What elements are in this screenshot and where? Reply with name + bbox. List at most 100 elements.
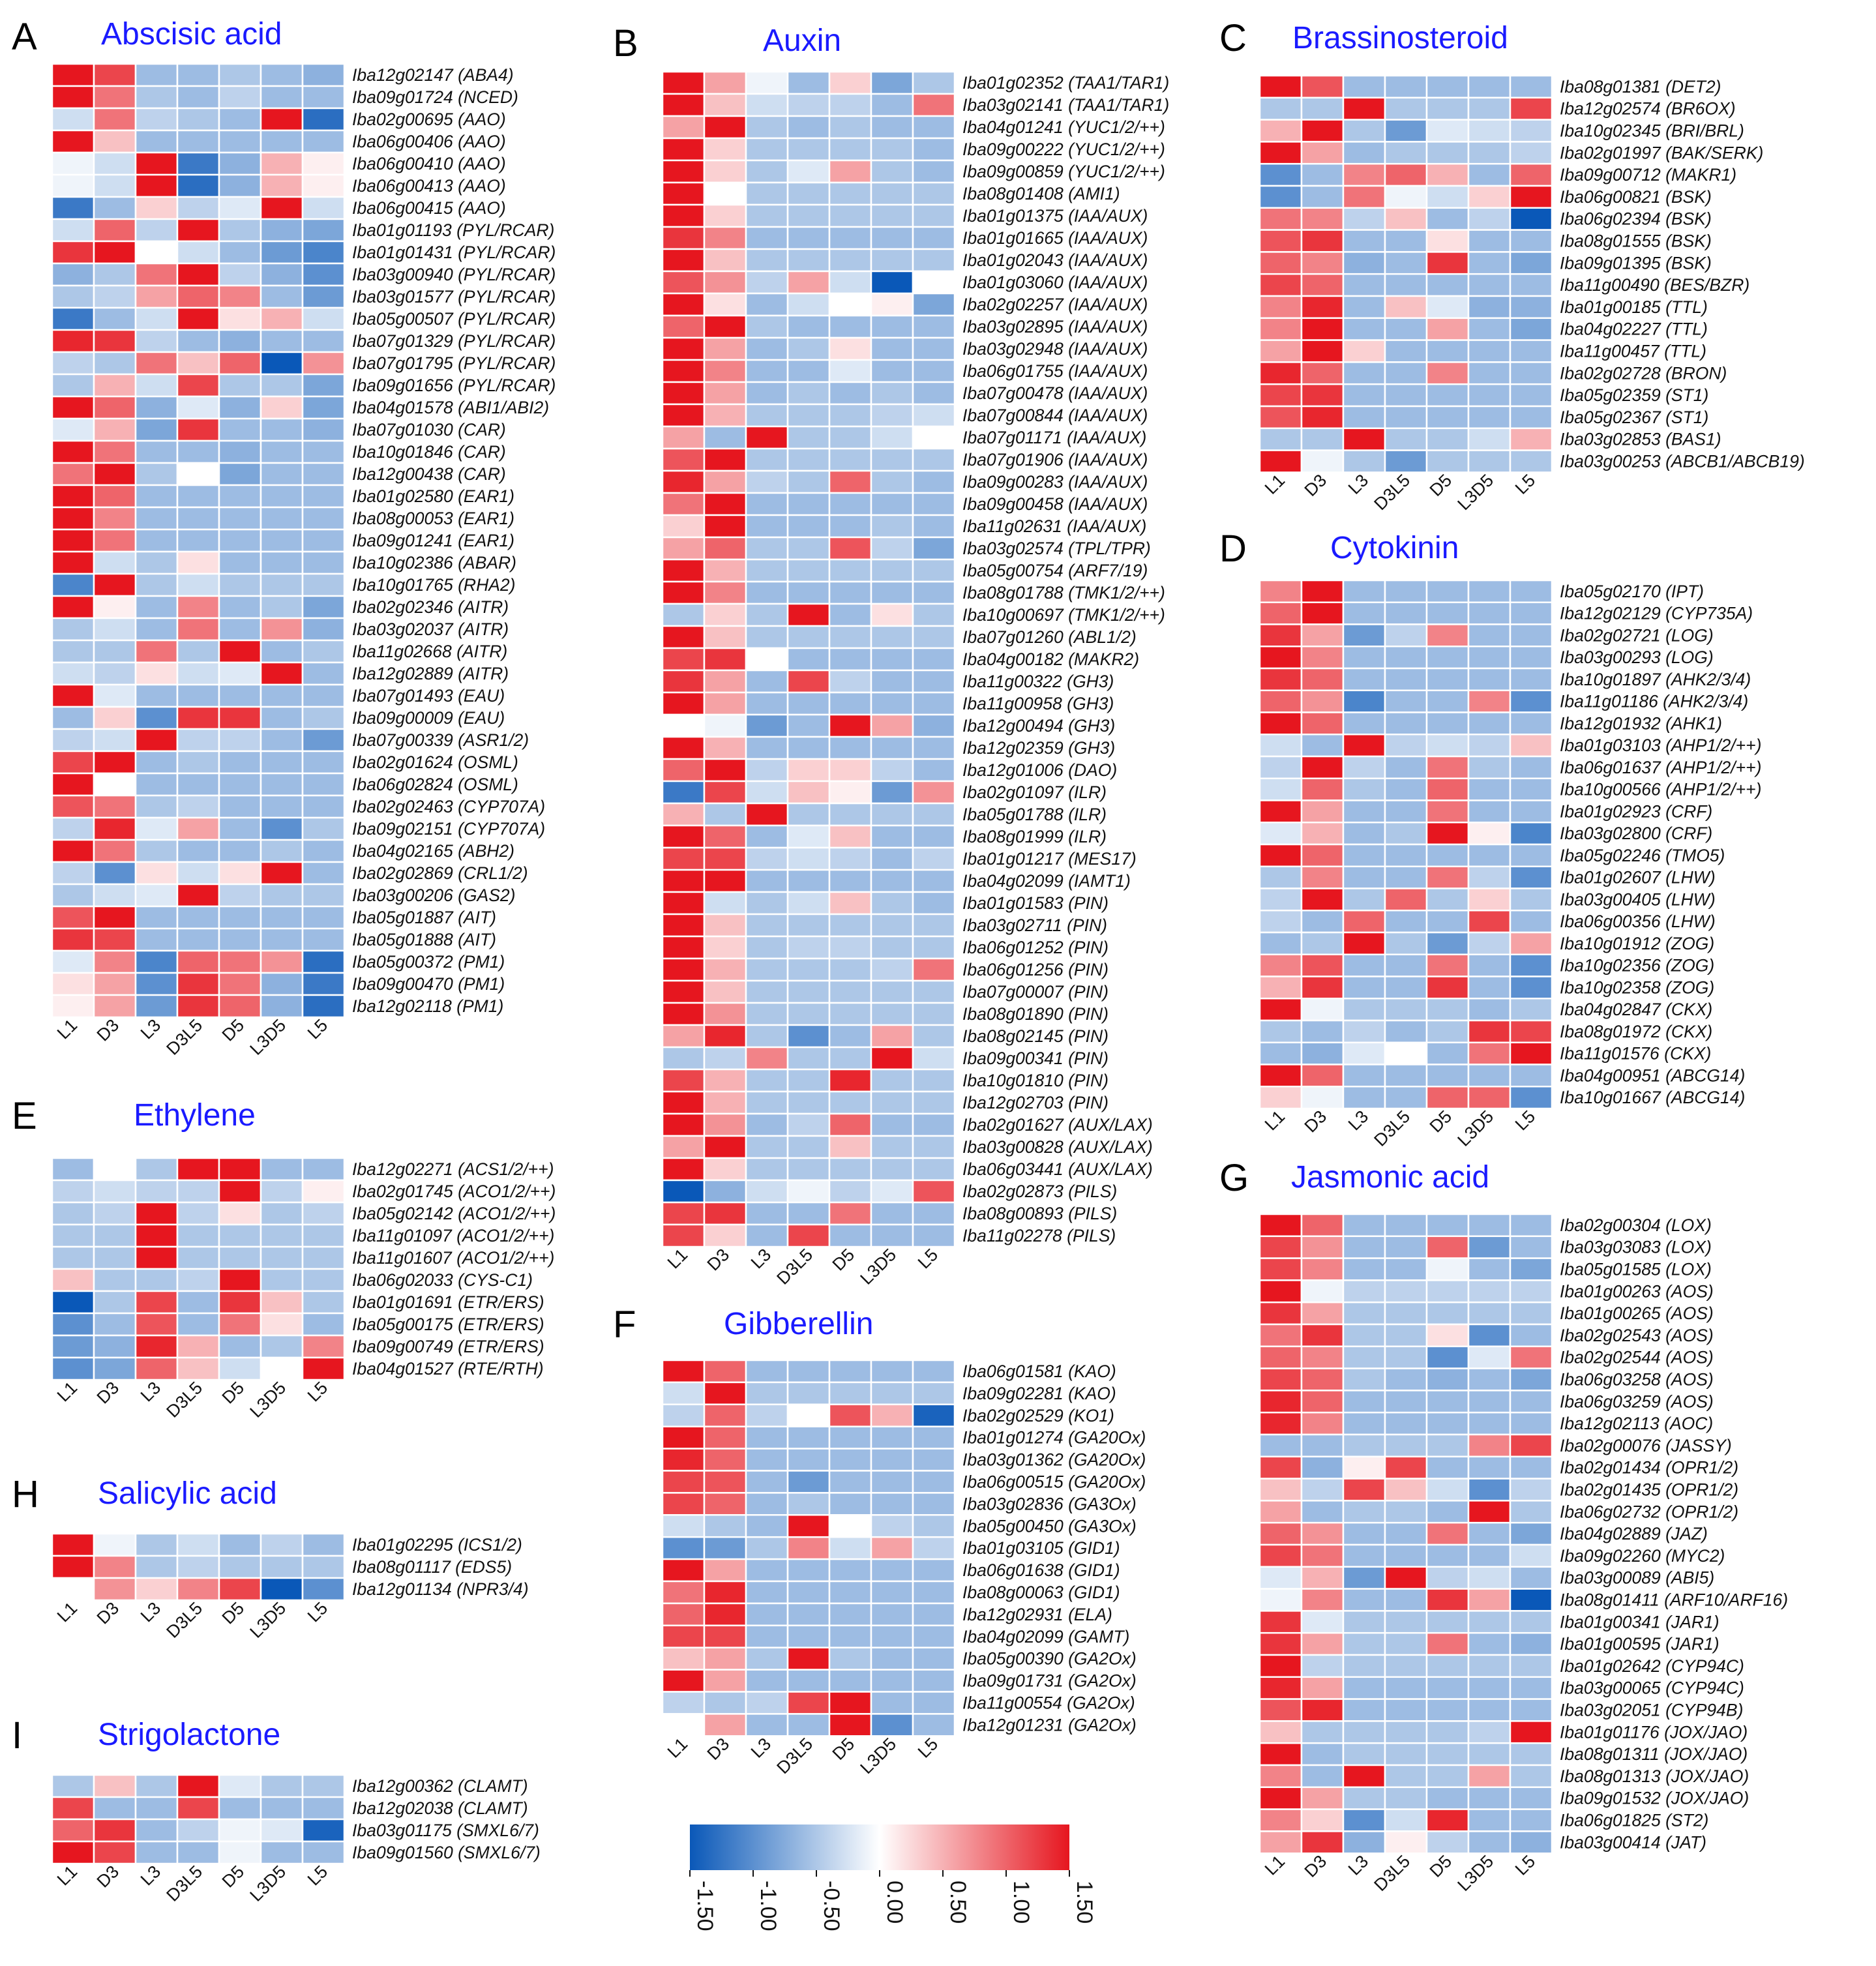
heatmap-cell [661,1223,706,1248]
heatmap-cell [1384,162,1428,187]
heatmap-cell [745,270,789,295]
heatmap-cell [93,905,137,930]
heatmap-cell [260,373,304,398]
heatmap-cell [134,861,179,886]
gene-label: Iba01g01217 (MES17) [962,849,1137,869]
heatmap-cell [1300,1041,1345,1065]
heatmap-cell [1425,1041,1470,1065]
heatmap-cell [1425,185,1470,209]
heatmap-cell [1258,1235,1303,1259]
heatmap-cell [1300,711,1345,736]
heatmap-cell [912,1448,956,1472]
heatmap-cell [1425,1521,1470,1546]
heatmap-cell [1425,601,1470,625]
heatmap-cell [1509,887,1553,912]
heatmap-cell [1342,1086,1386,1110]
heatmap-cell [301,528,346,553]
heatmap-cell [1300,865,1345,889]
gene-label: Iba08g01972 (CKX) [1560,1022,1712,1041]
heatmap-cell [301,573,346,597]
heatmap-cell [260,573,304,597]
panel-letter: H [12,1473,39,1515]
heatmap-cell [1509,931,1553,955]
heatmap-cell [661,1201,706,1226]
heatmap-cell [218,1312,262,1337]
heatmap-cell [1300,361,1345,385]
gene-label: Iba12g00362 (CLAMT) [352,1776,528,1796]
heatmap-cell [301,1577,346,1601]
heatmap-cell [661,1024,706,1049]
heatmap-cell [1384,361,1428,385]
heatmap-cell [1467,1566,1511,1590]
heatmap-cell [260,949,304,974]
panel-title: Strigolactone [98,1718,280,1752]
heatmap-cell [1300,579,1345,603]
heatmap-cell [93,1223,137,1248]
heatmap-cell [1258,1500,1303,1524]
heatmap-cell [1258,1543,1303,1568]
heatmap-cell [786,979,831,1004]
heatmap-cell [786,1135,831,1159]
heatmap-cell [661,1646,706,1671]
heatmap-cell [51,85,95,110]
heatmap-cell [1425,998,1470,1022]
heatmap-cell [134,972,179,996]
heatmap-cell [745,1514,789,1538]
heatmap-cell [1258,207,1303,231]
heatmap-cell [134,1268,179,1292]
heatmap-cell [703,736,747,760]
heatmap-cell [1258,998,1303,1022]
heatmap-cell [745,1112,789,1137]
heatmap-cell [1425,1279,1470,1303]
heatmap-cell [661,381,706,406]
heatmap-cell [1425,119,1470,143]
heatmap-cell [1258,1019,1303,1043]
heatmap-cell [745,1223,789,1248]
heatmap-cell [870,1713,914,1737]
heatmap-cell [218,661,262,686]
gene-label: Iba09g01241 (EAR1) [352,531,514,550]
heatmap-cell [786,1403,831,1427]
heatmap-cell [1509,822,1553,846]
heatmap-cell [1300,74,1345,99]
heatmap-cell [176,1555,220,1579]
heatmap-cell [176,750,220,775]
heatmap-cell [176,240,220,265]
gene-label: Iba06g01637 (AHP1/2/++) [1560,758,1761,777]
heatmap-cell [1300,1086,1345,1110]
heatmap-cell [1342,1500,1386,1524]
heatmap-cell [1425,755,1470,779]
heatmap-cell [93,1774,137,1798]
heatmap-cell [661,780,706,805]
gene-label: Iba11g02278 (PILS) [962,1226,1116,1245]
heatmap-cell [870,979,914,1004]
heatmap-cell [828,492,872,516]
heatmap-cell [1384,646,1428,670]
heatmap-cell [1300,317,1345,341]
heatmap-cell [218,949,262,974]
heatmap-cell [1342,1064,1386,1088]
heatmap-cell [1509,1588,1553,1612]
heatmap-cell [301,617,346,642]
heatmap-cell [1258,646,1303,670]
heatmap-cell [1384,1367,1428,1392]
heatmap-cell [93,462,137,486]
heatmap-cell [786,1425,831,1450]
gene-label: Iba11g00322 (GH3) [962,672,1114,691]
heatmap-cell [912,336,956,361]
heatmap-cell [134,772,179,797]
heatmap-cell [1258,1433,1303,1458]
heatmap-cell [260,240,304,265]
heatmap-cell [703,1646,747,1671]
heatmap-cell [828,359,872,383]
heatmap-cell [786,1201,831,1226]
heatmap-cell [1300,667,1345,691]
colorbar-tick-label: 0.00 [882,1881,907,1924]
gene-label: Iba08g01999 (ILR) [962,827,1107,846]
heatmap-cell [1425,317,1470,341]
heatmap-cell [870,957,914,982]
heatmap-cell [1342,1830,1386,1854]
heatmap-cell [1300,734,1345,758]
heatmap-cell [912,580,956,605]
heatmap-cell [260,506,304,531]
